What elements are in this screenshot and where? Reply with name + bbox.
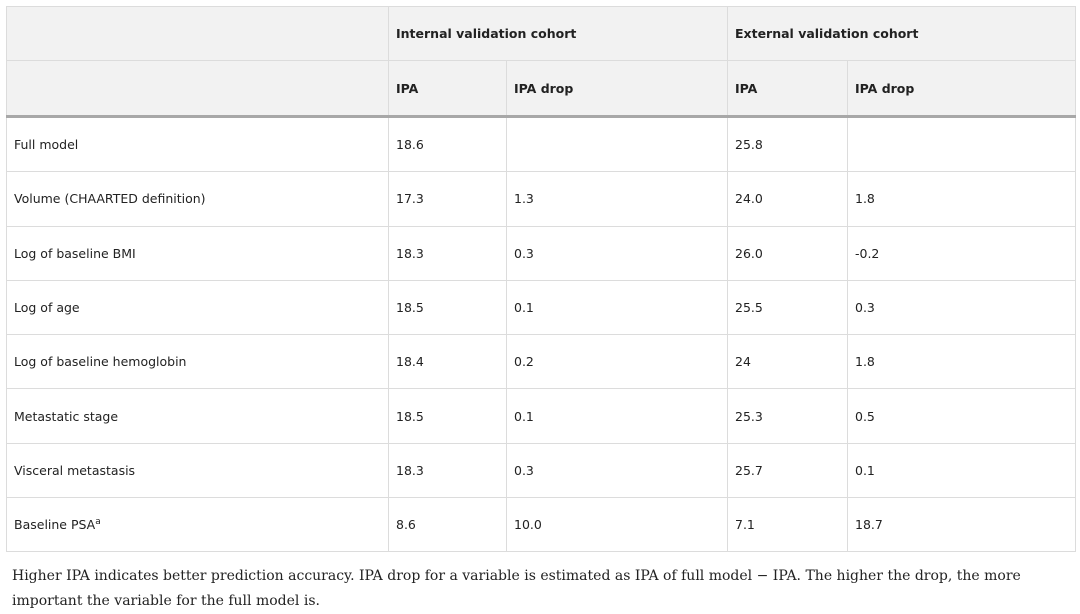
value-cell: 24.0: [727, 171, 848, 227]
empty-cell: [846, 115, 1077, 173]
value-cell: 1.8: [846, 171, 1077, 227]
row-label-text: Metastatic stage: [14, 408, 119, 424]
value-cell: 0.3: [506, 442, 728, 499]
value-cell: 7.1: [727, 497, 848, 553]
row-label: Log of baseline hemoglobin: [6, 334, 389, 390]
row-label-text: Log of baseline hemoglobin: [14, 354, 187, 370]
value-cell: 26.0: [727, 225, 848, 281]
group-header: External validation cohort: [726, 6, 1077, 61]
value-cell: 0.2: [506, 334, 728, 390]
empty-cell: [506, 115, 728, 173]
value-cell: 10.0: [506, 497, 728, 553]
group-header: Internal validation cohort: [388, 6, 728, 61]
row-label: Volume (CHAARTED definition): [6, 171, 389, 227]
value-cell: 18.4: [388, 334, 507, 390]
column-header-row: IPA IPA drop IPA IPA drop: [6, 60, 1077, 118]
data-table: Internal validation cohort External valid…: [6, 6, 1077, 553]
row-label: Log of age: [6, 279, 389, 336]
footnote-marker: a: [95, 517, 101, 528]
value-cell: 17.3: [388, 171, 507, 227]
table-body: Full model 18.6 25.8 Volume (CHAARTED defin…: [6, 115, 1077, 553]
row-label-text: Log of baseline BMI: [14, 245, 136, 261]
column-header: IPA drop: [846, 60, 1077, 118]
value-cell: 0.1: [506, 279, 728, 336]
table-row: Volume (CHAARTED definition) 17.3 1.3 24.0 1…: [6, 171, 1077, 227]
row-label: Metastatic stage: [6, 388, 389, 444]
value-cell: 25.8: [727, 115, 848, 173]
group-header-row: Internal validation cohort External valid…: [6, 6, 1077, 61]
row-label-text: Visceral metastasis: [14, 462, 136, 478]
row-label: Log of baseline BMI: [6, 225, 389, 281]
column-header: IPA: [388, 60, 507, 118]
table-row: Visceral metastasis 18.3 0.3 25.7 0.1: [6, 442, 1077, 499]
value-cell: 24: [727, 334, 848, 390]
value-cell: 0.3: [846, 279, 1077, 336]
value-cell: -0.2: [846, 225, 1077, 281]
value-cell: 18.3: [388, 225, 507, 281]
value-cell: 0.1: [506, 388, 728, 444]
value-cell: 8.6: [388, 497, 507, 553]
row-label: Baseline PSAa: [6, 497, 389, 553]
table-row: Log of baseline hemoglobin 18.4 0.2 24 1.8: [6, 334, 1077, 390]
table-row: Log of age 18.5 0.1 25.5 0.3: [6, 279, 1077, 336]
table-row: Baseline PSAa 8.6 10.0 7.1 18.7: [6, 497, 1077, 553]
corner-cell: [6, 6, 389, 61]
footnote: Higher IPA indicates better prediction a…: [12, 568, 1021, 609]
row-label-text: Volume (CHAARTED definition): [14, 191, 206, 207]
value-cell: 25.3: [727, 388, 848, 444]
value-cell: 18.3: [388, 442, 507, 499]
row-label-text: Full model: [14, 137, 79, 153]
value-cell: 18.5: [388, 279, 507, 336]
value-cell: 1.3: [506, 171, 728, 227]
value-cell: 1.8: [846, 334, 1077, 390]
value-cell: 0.3: [506, 225, 728, 281]
table-row: Metastatic stage 18.5 0.1 25.3 0.5: [6, 388, 1077, 444]
column-header: IPA: [727, 60, 848, 118]
value-cell: 0.1: [846, 442, 1077, 499]
column-header: IPA drop: [506, 60, 728, 118]
row-label-text: Log of age: [14, 300, 80, 316]
corner-cell: [6, 60, 389, 118]
table-row: Full model 18.6 25.8: [6, 115, 1077, 173]
table-row: Log of baseline BMI 18.3 0.3 26.0 -0.2: [6, 225, 1077, 281]
value-cell: 18.7: [846, 497, 1077, 553]
row-label: Visceral metastasis: [6, 442, 389, 499]
table-head: Internal validation cohort External valid…: [6, 6, 1077, 118]
row-label-text: Baseline PSA: [14, 517, 96, 533]
value-cell: 0.5: [846, 388, 1077, 444]
value-cell: 25.7: [727, 442, 848, 499]
row-label: Full model: [6, 115, 389, 173]
value-cell: 18.5: [388, 388, 507, 444]
value-cell: 18.6: [388, 115, 507, 173]
value-cell: 25.5: [727, 279, 848, 336]
